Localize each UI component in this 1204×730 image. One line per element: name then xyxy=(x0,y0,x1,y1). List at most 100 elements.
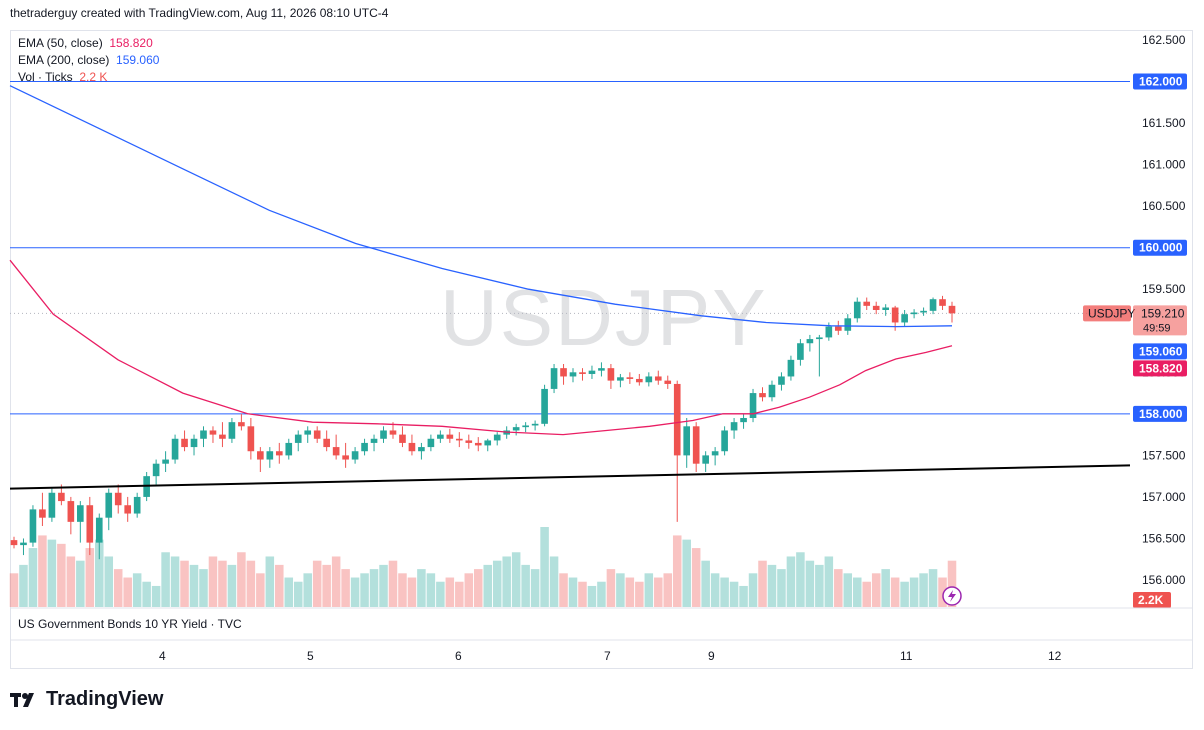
candle-body[interactable] xyxy=(891,307,899,323)
candle-body[interactable] xyxy=(95,517,103,543)
candle-body[interactable] xyxy=(294,434,302,443)
candle-body[interactable] xyxy=(692,426,700,464)
candle-body[interactable] xyxy=(190,438,198,448)
candle-body[interactable] xyxy=(228,422,236,439)
legend-volume[interactable]: Vol · Ticks 2.2 K xyxy=(18,70,108,84)
candle-body[interactable] xyxy=(124,505,132,514)
candle-body[interactable] xyxy=(162,459,169,464)
candle-body[interactable] xyxy=(29,509,37,543)
candle-body[interactable] xyxy=(209,430,217,435)
candle-body[interactable] xyxy=(560,368,567,377)
candle-body[interactable] xyxy=(654,376,662,381)
candle-body[interactable] xyxy=(48,492,56,518)
tradingview-logo[interactable]: TradingView xyxy=(10,688,163,711)
candle-body[interactable] xyxy=(399,434,406,443)
candle-body[interactable] xyxy=(626,377,634,379)
candle-body[interactable] xyxy=(257,451,264,460)
candle-body[interactable] xyxy=(512,427,520,431)
candle-body[interactable] xyxy=(285,442,293,456)
candle-body[interactable] xyxy=(787,359,795,377)
candle-body[interactable] xyxy=(304,430,312,435)
candle-body[interactable] xyxy=(768,384,776,398)
candle-body[interactable] xyxy=(484,440,492,446)
candle-body[interactable] xyxy=(77,505,84,522)
legend-ema200[interactable]: EMA (200, close) 159.060 xyxy=(18,53,160,67)
candle-body[interactable] xyxy=(806,339,814,344)
candle-body[interactable] xyxy=(219,434,226,439)
candle-body[interactable] xyxy=(389,430,397,435)
candle-body[interactable] xyxy=(342,455,349,460)
candle-body[interactable] xyxy=(493,434,501,441)
candle-body[interactable] xyxy=(58,492,65,502)
candle-body[interactable] xyxy=(948,305,956,314)
candle-body[interactable] xyxy=(872,305,880,310)
candle-body[interactable] xyxy=(332,447,340,456)
candle-body[interactable] xyxy=(247,426,255,452)
candle-body[interactable] xyxy=(427,438,435,448)
candle-body[interactable] xyxy=(67,501,75,522)
candle-body[interactable] xyxy=(721,430,728,452)
candle-body[interactable] xyxy=(825,326,833,338)
candle-body[interactable] xyxy=(474,442,482,446)
candle-body[interactable] xyxy=(834,326,842,331)
candle-body[interactable] xyxy=(617,377,624,381)
legend-ema50[interactable]: EMA (50, close) 158.820 xyxy=(18,36,153,50)
candle-body[interactable] xyxy=(929,299,937,311)
candle-body[interactable] xyxy=(370,438,378,443)
candle-body[interactable] xyxy=(882,307,889,310)
candle-body[interactable] xyxy=(361,442,368,452)
candle-body[interactable] xyxy=(455,438,463,441)
symbol-tag-badge[interactable] xyxy=(1083,305,1131,322)
candle-body[interactable] xyxy=(86,505,94,543)
candle-body[interactable] xyxy=(408,442,416,452)
candle-body[interactable] xyxy=(114,492,122,506)
candle-body[interactable] xyxy=(853,301,861,319)
candle-body[interactable] xyxy=(275,451,283,456)
candle-body[interactable] xyxy=(541,388,548,424)
candle-body[interactable] xyxy=(550,368,558,389)
candle-body[interactable] xyxy=(579,372,586,374)
candle-body[interactable] xyxy=(323,438,330,448)
candle-body[interactable] xyxy=(465,440,473,443)
candle-body[interactable] xyxy=(437,434,444,439)
candle-body[interactable] xyxy=(683,426,691,456)
candle-body[interactable] xyxy=(380,430,387,439)
candle-body[interactable] xyxy=(531,423,539,426)
candle-body[interactable] xyxy=(418,447,425,452)
candle-body[interactable] xyxy=(238,422,245,427)
candle-body[interactable] xyxy=(645,376,653,383)
candle-body[interactable] xyxy=(522,425,529,428)
candle-body[interactable] xyxy=(200,430,207,439)
candle-body[interactable] xyxy=(759,393,766,398)
trendline[interactable] xyxy=(9,464,1131,490)
candle-body[interactable] xyxy=(730,422,738,431)
candle-body[interactable] xyxy=(816,337,823,340)
candle-body[interactable] xyxy=(607,368,615,381)
candle-body[interactable] xyxy=(702,455,709,464)
candle-body[interactable] xyxy=(636,378,643,383)
candle-body[interactable] xyxy=(171,438,179,460)
candle-body[interactable] xyxy=(711,451,719,456)
ema200-line[interactable] xyxy=(9,85,953,328)
candle-body[interactable] xyxy=(901,314,908,323)
candle-body[interactable] xyxy=(740,418,747,423)
candle-body[interactable] xyxy=(446,434,454,439)
candle-body[interactable] xyxy=(664,380,672,384)
candle-body[interactable] xyxy=(313,430,321,439)
candle-body[interactable] xyxy=(569,372,577,377)
candle-body[interactable] xyxy=(39,509,46,518)
ema50-line[interactable] xyxy=(9,259,953,436)
candle-body[interactable] xyxy=(863,301,871,306)
candle-body[interactable] xyxy=(181,438,188,448)
candle-body[interactable] xyxy=(939,299,946,306)
candle-body[interactable] xyxy=(598,368,605,371)
candle-body[interactable] xyxy=(920,310,927,313)
candle-body[interactable] xyxy=(844,318,852,331)
candle-body[interactable] xyxy=(152,463,160,477)
candle-body[interactable] xyxy=(20,542,27,546)
candle-body[interactable] xyxy=(266,451,274,460)
candle-body[interactable] xyxy=(797,343,804,360)
candle-body[interactable] xyxy=(351,451,359,460)
candle-body[interactable] xyxy=(673,383,681,456)
candle-body[interactable] xyxy=(778,376,785,385)
